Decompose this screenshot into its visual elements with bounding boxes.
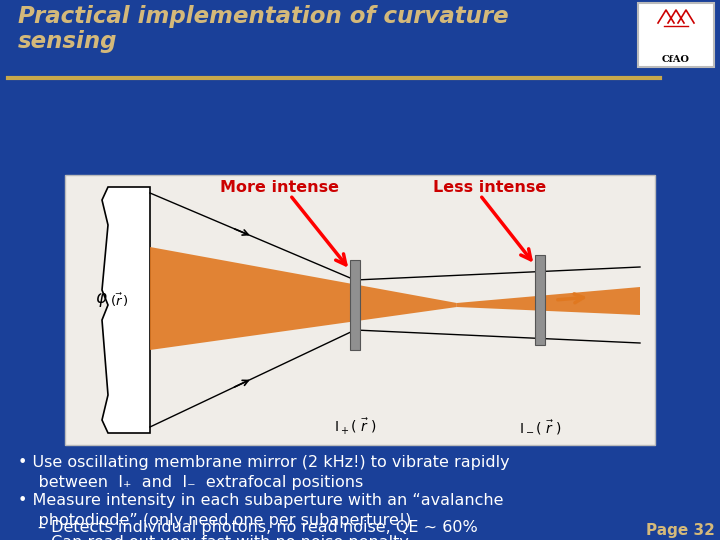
Polygon shape bbox=[150, 247, 456, 350]
Text: • Use oscillating membrane mirror (2 kHz!) to vibrate rapidly
    between  I₊  a: • Use oscillating membrane mirror (2 kHz… bbox=[18, 455, 510, 490]
Text: – Detects individual photons, no read noise, QE ~ 60%: – Detects individual photons, no read no… bbox=[38, 520, 478, 535]
Text: Practical implementation of curvature: Practical implementation of curvature bbox=[18, 5, 508, 28]
Text: More intense: More intense bbox=[220, 180, 340, 195]
Polygon shape bbox=[456, 287, 640, 315]
Text: • Measure intensity in each subaperture with an “avalanche
    photodiode” (only: • Measure intensity in each subaperture … bbox=[18, 493, 503, 529]
Polygon shape bbox=[102, 187, 150, 433]
Text: I$_-$( $\vec{r}$ ): I$_-$( $\vec{r}$ ) bbox=[518, 419, 562, 437]
Bar bbox=[350, 260, 360, 350]
Text: CfAO: CfAO bbox=[662, 55, 690, 64]
Text: Less intense: Less intense bbox=[433, 180, 546, 195]
Text: I$_+$( $\vec{r}$ ): I$_+$( $\vec{r}$ ) bbox=[333, 417, 377, 437]
Bar bbox=[65, 175, 655, 445]
Bar bbox=[638, 3, 714, 67]
Text: – Can read out very fast with no noise penalty: – Can read out very fast with no noise p… bbox=[38, 535, 409, 540]
Bar bbox=[535, 255, 545, 345]
Text: $\varphi$: $\varphi$ bbox=[95, 291, 108, 309]
Text: Page 32: Page 32 bbox=[646, 523, 715, 538]
Text: sensing: sensing bbox=[18, 30, 117, 53]
Text: $(\vec{r}\,)$: $(\vec{r}\,)$ bbox=[110, 291, 129, 309]
